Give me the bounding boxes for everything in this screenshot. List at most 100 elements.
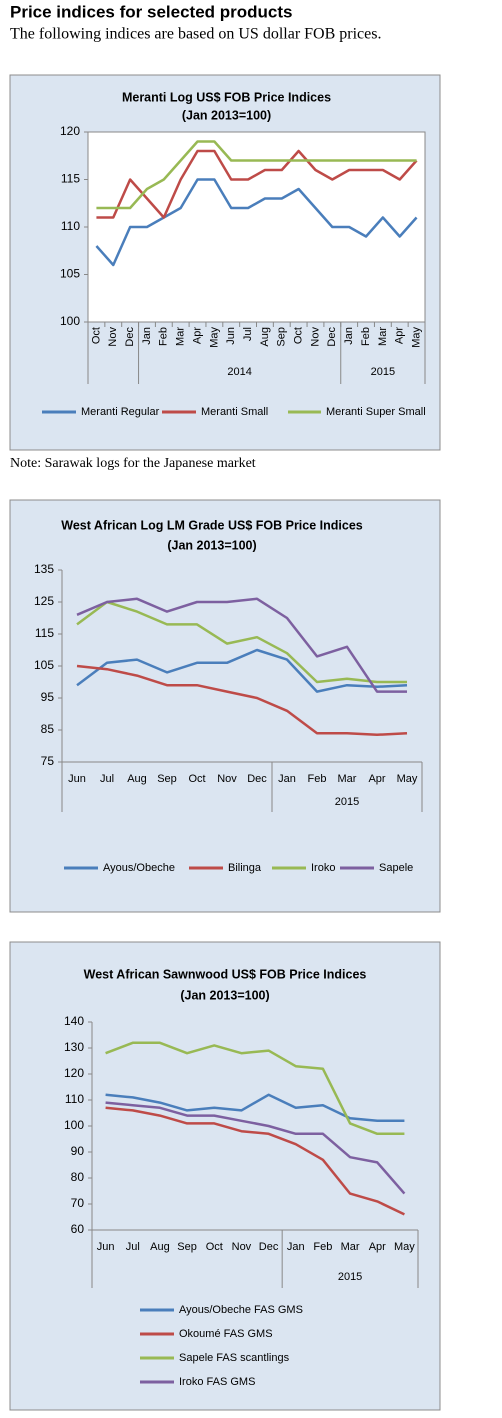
chart-subtitle: (Jan 2013=100) xyxy=(167,538,256,552)
legend-label: Ayous/Obeche FAS GMS xyxy=(179,1304,303,1316)
legend-label: Meranti Super Small xyxy=(326,406,426,418)
legend-label: Meranti Small xyxy=(201,406,268,418)
y-tick-label: 120 xyxy=(60,124,80,138)
page-subtitle: The following indices are based on US do… xyxy=(10,26,381,43)
y-tick-label: 115 xyxy=(61,172,80,186)
y-tick-label: 60 xyxy=(71,1222,85,1236)
x-tick-label: May xyxy=(397,773,418,785)
x-tick-label: Jul xyxy=(126,1241,140,1253)
x-tick-label: Jul xyxy=(100,773,114,785)
legend-label: Okoumé FAS GMS xyxy=(179,1328,273,1340)
x-tick-label: Nov xyxy=(232,1241,252,1253)
series-line xyxy=(96,140,417,210)
x-tick-label: Jun xyxy=(68,773,86,785)
x-tick-label: Sep xyxy=(276,327,288,347)
y-tick-label: 105 xyxy=(34,658,54,672)
x-tick-label: Jan xyxy=(278,773,296,785)
x-tick-label: Feb xyxy=(308,773,327,785)
legend-label: Ayous/Obeche xyxy=(103,862,175,874)
y-tick-label: 100 xyxy=(60,314,80,328)
x-tick-label: Nov xyxy=(107,327,119,347)
series-line xyxy=(105,1041,405,1136)
x-tick-label: Sep xyxy=(177,1241,197,1253)
note: Note: Sarawak logs for the Japanese mark… xyxy=(10,456,256,471)
series-line xyxy=(76,600,407,684)
x-tick-label: Aug xyxy=(127,773,147,785)
series-line xyxy=(105,1101,406,1195)
y-tick-label: 75 xyxy=(41,754,55,768)
x-tick-label: Oct xyxy=(188,773,205,785)
x-tick-label: Jan xyxy=(141,327,153,345)
legend-label: Meranti Regular xyxy=(81,406,160,418)
y-tick-label: 110 xyxy=(65,1092,84,1106)
x-tick-label: Feb xyxy=(360,327,372,346)
y-tick-label: 135 xyxy=(34,562,54,576)
x-tick-label: Apr xyxy=(191,327,203,344)
page-title: Price indices for selected products xyxy=(10,2,292,21)
x-tick-label: Jun xyxy=(225,327,237,345)
x-tick-label: Jun xyxy=(97,1241,115,1253)
legend-label: Iroko xyxy=(311,862,335,874)
legend-label: Iroko FAS GMS xyxy=(179,1376,255,1388)
y-tick-label: 110 xyxy=(61,219,80,233)
y-tick-label: 80 xyxy=(71,1170,85,1184)
x-tick-label: Dec xyxy=(259,1241,279,1253)
chart-title: Meranti Log US$ FOB Price Indices xyxy=(122,90,331,104)
x-tick-label: Apr xyxy=(368,773,385,785)
x-tick-label: Mar xyxy=(338,773,357,785)
y-tick-label: 100 xyxy=(64,1118,84,1132)
chart-title: West African Log LM Grade US$ FOB Price … xyxy=(61,518,363,532)
x-tick-label: Sep xyxy=(157,773,177,785)
x-tick-label: Dec xyxy=(247,773,267,785)
y-tick-label: 90 xyxy=(71,1144,85,1158)
chart-subtitle: (Jan 2013=100) xyxy=(180,988,269,1002)
x-tick-label: May xyxy=(208,327,220,348)
x-tick-label: Nov xyxy=(309,327,321,347)
y-tick-label: 140 xyxy=(64,1014,84,1028)
y-tick-label: 115 xyxy=(35,626,54,640)
chart-title: West African Sawnwood US$ FOB Price Indi… xyxy=(84,967,367,981)
legend-label: Sapele FAS scantlings xyxy=(179,1352,290,1364)
group-label: 2014 xyxy=(227,366,251,378)
series-line xyxy=(96,149,418,219)
series-line xyxy=(76,648,408,693)
chart-subtitle: (Jan 2013=100) xyxy=(182,108,271,122)
y-tick-label: 120 xyxy=(64,1066,84,1080)
chart-box xyxy=(9,499,441,913)
group-label: 2015 xyxy=(371,366,395,378)
series-line xyxy=(76,597,407,693)
legend-label: Bilinga xyxy=(228,862,262,874)
series-line xyxy=(105,1093,405,1123)
series-line xyxy=(95,178,418,267)
x-tick-label: Oct xyxy=(293,327,305,344)
x-tick-label: Feb xyxy=(158,327,170,346)
x-tick-label: Aug xyxy=(150,1241,170,1253)
x-tick-label: Jan xyxy=(343,327,355,345)
x-tick-label: Apr xyxy=(394,327,406,344)
y-tick-label: 95 xyxy=(41,690,55,704)
x-tick-label: May xyxy=(410,327,422,348)
x-tick-label: Dec xyxy=(124,327,136,347)
x-tick-label: Apr xyxy=(369,1241,386,1253)
y-tick-label: 130 xyxy=(64,1040,84,1054)
x-tick-label: Dec xyxy=(326,327,338,347)
x-tick-label: Jan xyxy=(287,1241,305,1253)
x-tick-label: May xyxy=(394,1241,415,1253)
group-label: 2015 xyxy=(335,796,359,808)
x-tick-label: Feb xyxy=(313,1241,332,1253)
chart-box xyxy=(9,941,441,1411)
x-tick-label: Jul xyxy=(242,327,254,341)
x-tick-label: Aug xyxy=(259,327,271,347)
y-tick-label: 105 xyxy=(60,267,80,281)
x-tick-label: Oct xyxy=(206,1241,223,1253)
group-label: 2015 xyxy=(338,1271,362,1283)
x-tick-label: Nov xyxy=(217,773,237,785)
x-tick-label: Mar xyxy=(341,1241,360,1253)
series-line xyxy=(105,1106,405,1216)
x-tick-label: Mar xyxy=(377,327,389,346)
x-tick-label: Oct xyxy=(90,327,102,344)
x-tick-label: Mar xyxy=(175,327,187,346)
y-tick-label: 85 xyxy=(41,722,55,736)
series-line xyxy=(76,664,408,737)
